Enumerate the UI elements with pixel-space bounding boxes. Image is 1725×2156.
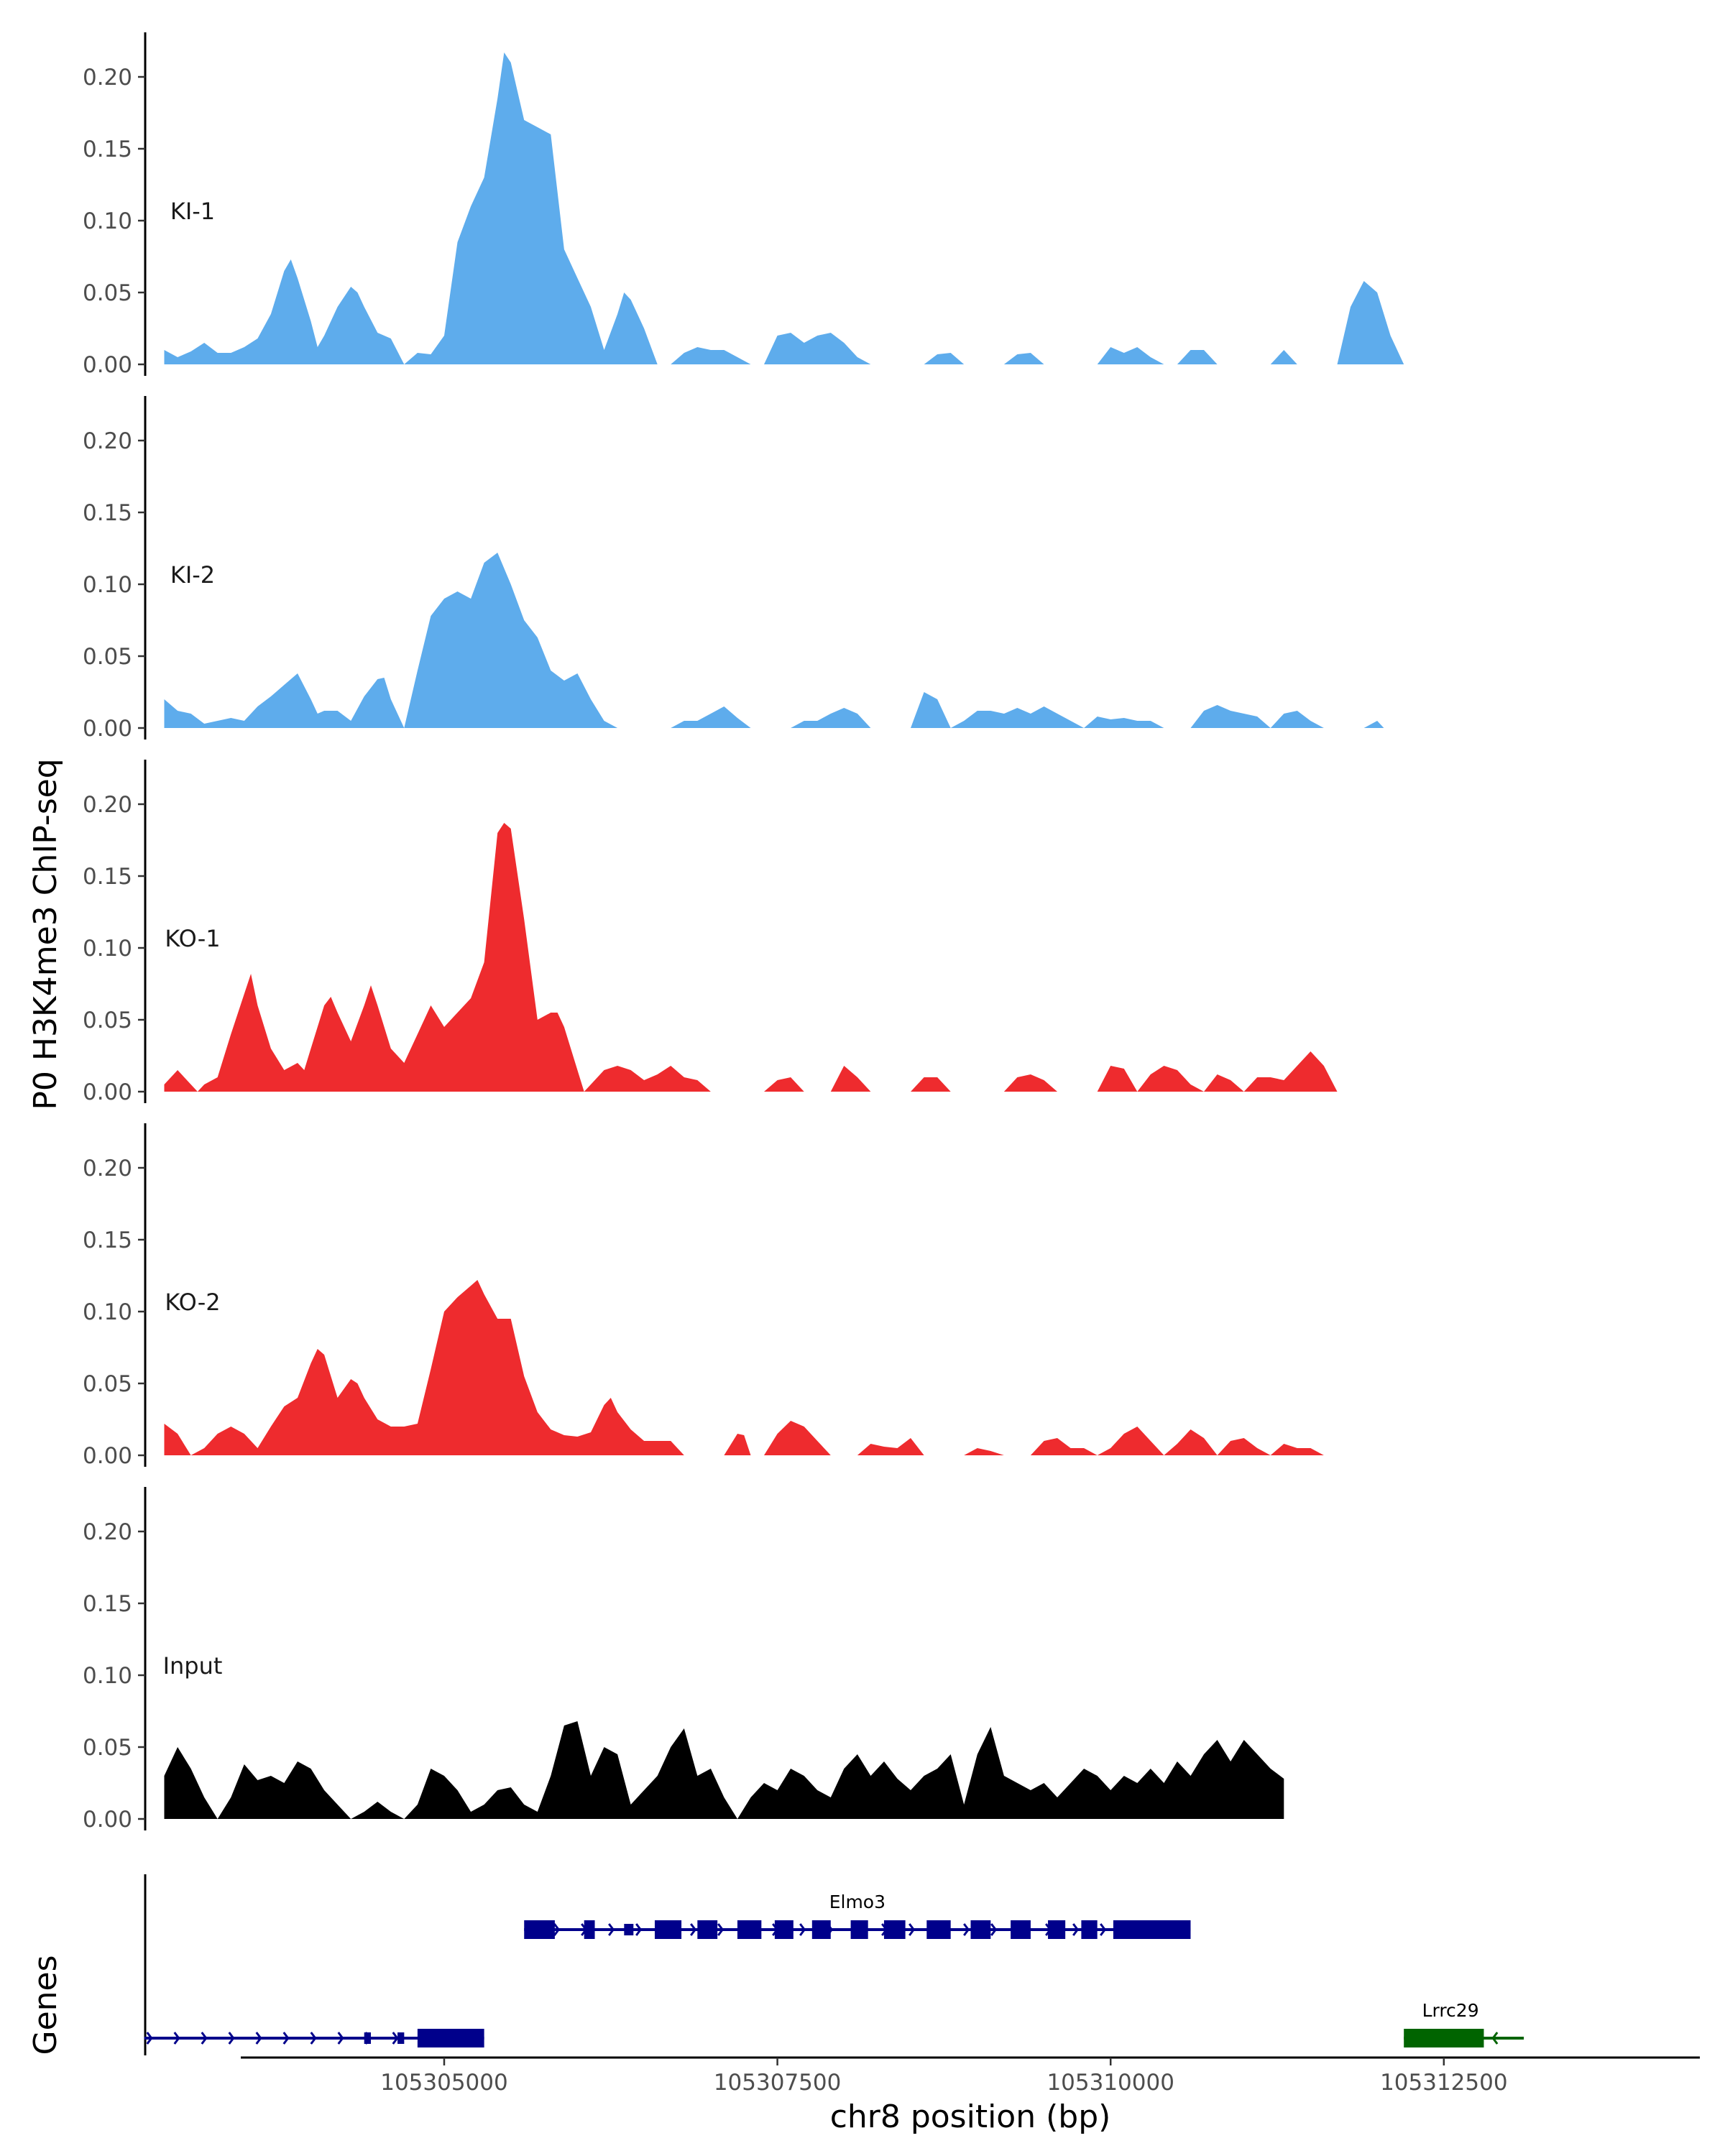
exon <box>883 1920 906 1939</box>
exon <box>364 2032 371 2044</box>
y-tick-label: 0.20 <box>83 792 132 818</box>
exon <box>697 1920 718 1939</box>
exon <box>584 1920 595 1939</box>
y-axis-title: P0 H3K4me3 ChIP-seq <box>27 758 64 1110</box>
y-tick-label: 0.15 <box>83 864 132 890</box>
y-tick-label: 0.00 <box>83 716 132 742</box>
strand-arrow <box>635 1923 643 1936</box>
exon <box>624 1924 634 1935</box>
y-tick-label: 0.20 <box>83 1519 132 1545</box>
strand-arrow <box>553 1923 561 1936</box>
strand-arrow <box>717 1923 724 1936</box>
y-tick-label: 0.00 <box>83 352 132 378</box>
y-tick-label: 0.10 <box>83 572 132 598</box>
y-tick-label: 0.10 <box>83 1299 132 1325</box>
track-ki-1: 0.00 0.05 0.10 0.15 0.20 KI-1 <box>83 32 1404 378</box>
strand-arrow <box>282 2032 290 2045</box>
y-tick-label: 0.05 <box>83 1371 132 1397</box>
y-tick-label: 0.05 <box>83 644 132 670</box>
strand-arrow <box>173 2032 180 2045</box>
y-tick-label: 0.00 <box>83 1079 132 1105</box>
gene-elmo3: Elmo3 <box>524 1892 1191 1939</box>
track-label: KI-1 <box>170 198 215 225</box>
x-tick-label: 105305000 <box>380 2070 508 2096</box>
y-tick-label: 0.15 <box>83 137 132 162</box>
x-tick-label: 105310000 <box>1046 2070 1174 2096</box>
track-label: KI-2 <box>170 561 215 589</box>
strand-arrow <box>337 2032 344 2045</box>
strand-arrow <box>146 2032 153 2045</box>
y-tick-label: 0.05 <box>83 1735 132 1761</box>
coverage-area <box>164 52 1404 364</box>
exon <box>1011 1920 1031 1939</box>
y-tick-label: 0.10 <box>83 936 132 962</box>
gene-label: Elmo3 <box>829 1892 886 1912</box>
exon <box>926 1920 951 1939</box>
y-tick-label: 0.20 <box>83 1156 132 1181</box>
y-tick-label: 0.20 <box>83 65 132 91</box>
y-tick-label: 0.10 <box>83 1663 132 1689</box>
strand-arrow <box>990 1923 998 1936</box>
exon <box>850 1920 868 1939</box>
y-tick-label: 0.00 <box>83 1807 132 1833</box>
track-ko-2: 0.00 0.05 0.10 0.15 0.20 KO-2 <box>83 1123 1324 1469</box>
y-tick-label: 0.00 <box>83 1443 132 1469</box>
strand-arrow <box>255 2032 262 2045</box>
coverage-area <box>164 1280 1324 1455</box>
strand-arrow <box>201 2032 208 2045</box>
exon <box>524 1920 555 1939</box>
track-ki-2: 0.00 0.05 0.10 0.15 0.20 KI-2 <box>83 396 1384 742</box>
exon <box>654 1920 682 1939</box>
strand-arrow <box>799 1923 806 1936</box>
exon <box>1048 1920 1066 1939</box>
x-axis: 105305000 105307500 105310000 105312500 <box>241 2056 1700 2096</box>
gene-lrrc29: Lrrc29 <box>1404 2000 1524 2047</box>
coverage-area <box>164 1721 1284 1819</box>
y-tick-label: 0.05 <box>83 280 132 306</box>
x-axis-title: chr8 position (bp) <box>830 2099 1111 2135</box>
track-ko-1: 0.00 0.05 0.10 0.15 0.20 KO-1 <box>83 760 1338 1105</box>
coverage-area <box>164 823 1338 1092</box>
track-label: Input <box>163 1652 223 1680</box>
strand-arrow <box>392 2032 399 2045</box>
exon <box>1404 2029 1484 2047</box>
y-tick-label: 0.15 <box>83 1591 132 1617</box>
exon <box>811 1920 831 1939</box>
exon <box>397 2032 405 2044</box>
gene-track: Elmo3 E2f4 Lrrc29 <box>144 1874 1524 2055</box>
track-input: 0.00 0.05 0.10 0.15 0.20 Input <box>83 1487 1284 1833</box>
strand-arrow <box>1491 2032 1499 2045</box>
strand-arrow <box>608 1923 615 1936</box>
x-tick-label: 105307500 <box>714 2070 842 2096</box>
strand-arrow <box>1100 1923 1107 1936</box>
strand-arrow <box>1072 1923 1080 1936</box>
exon <box>774 1920 794 1939</box>
y-tick-label: 0.15 <box>83 1227 132 1253</box>
y-tick-label: 0.15 <box>83 500 132 526</box>
coverage-area <box>164 553 1384 728</box>
exon <box>1081 1920 1098 1939</box>
exon <box>1113 1920 1191 1939</box>
genes-axis-title: Genes <box>27 1955 64 2055</box>
y-tick-label: 0.20 <box>83 428 132 454</box>
strand-arrow <box>310 2032 317 2045</box>
gene-e2f4: E2f4 <box>144 2029 484 2047</box>
strand-arrow <box>228 2032 235 2045</box>
strand-arrow <box>690 1923 697 1936</box>
strand-arrow <box>963 1923 970 1936</box>
coverage-tracks: 0.00 0.05 0.10 0.15 0.20 KI-1 0.00 0.05 0.10 0.15… <box>83 32 1404 1833</box>
exon <box>417 2029 484 2047</box>
exon <box>737 1920 762 1939</box>
x-tick-label: 105312500 <box>1380 2070 1508 2096</box>
exon <box>970 1920 991 1939</box>
track-label: KO-2 <box>165 1289 220 1316</box>
strand-arrow <box>908 1923 916 1936</box>
y-tick-label: 0.05 <box>83 1008 132 1033</box>
gene-label: Lrrc29 <box>1422 2000 1479 2021</box>
track-label: KO-1 <box>165 925 220 952</box>
y-tick-label: 0.10 <box>83 208 132 234</box>
